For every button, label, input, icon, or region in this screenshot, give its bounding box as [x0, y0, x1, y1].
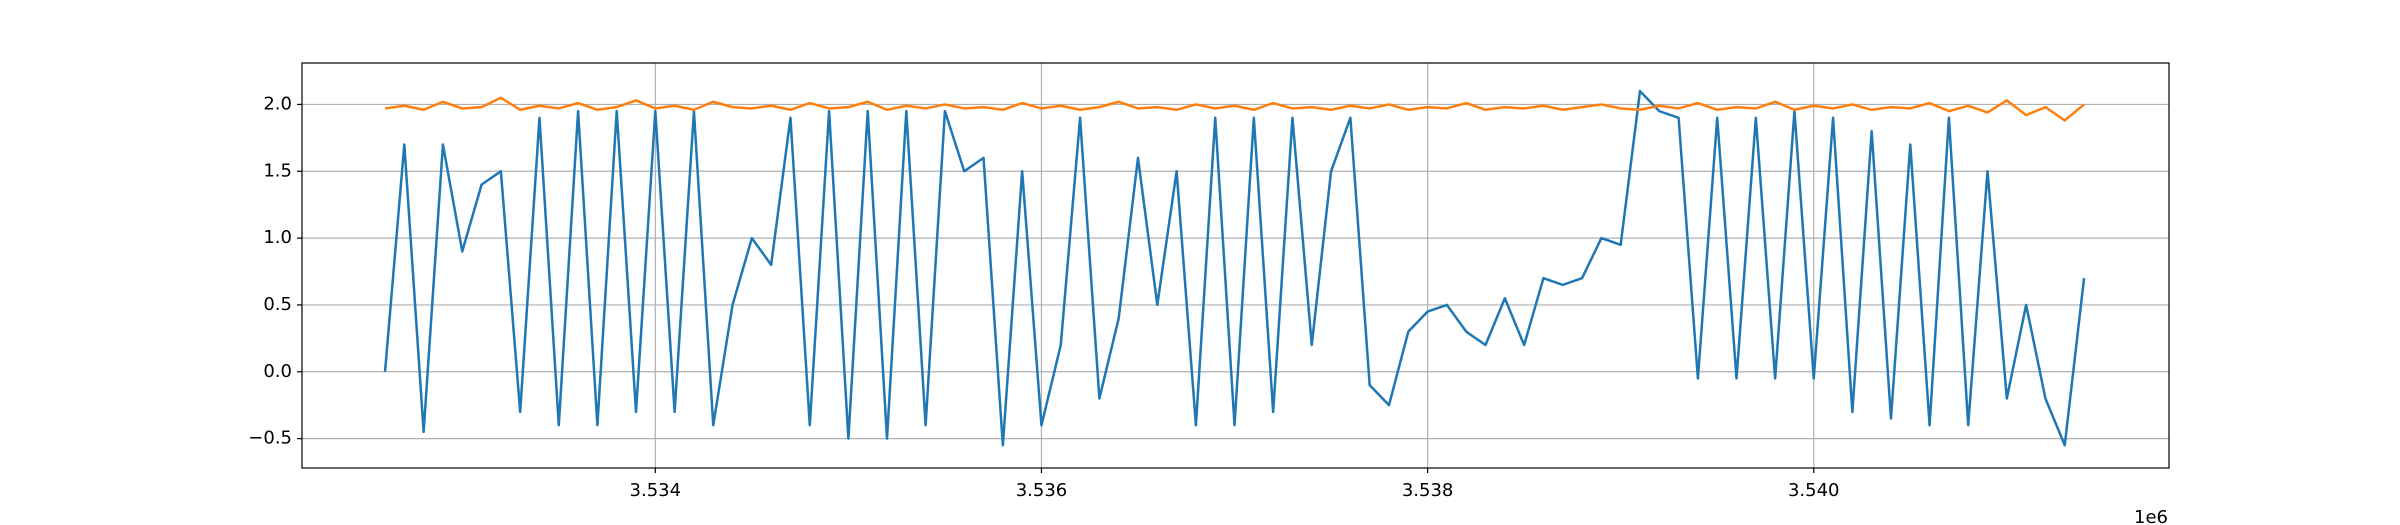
y-tick-label: −0.5	[248, 428, 292, 449]
y-tick-label: 1.5	[263, 160, 292, 181]
x-tick-label: 3.540	[1788, 480, 1840, 501]
y-tick-label: 2.0	[263, 93, 292, 114]
line-series	[383, 89, 2086, 447]
y-tick-label: 0.0	[263, 361, 292, 382]
x-tick-label: 3.536	[1016, 480, 1068, 501]
x-tick-label: 3.534	[630, 480, 682, 501]
y-tick-label: 1.0	[263, 227, 292, 248]
x-offset-label: 1e6	[2134, 507, 2168, 525]
plot-frame	[301, 62, 2170, 469]
line-series	[384, 96, 2085, 122]
x-tick-label: 3.538	[1402, 480, 1454, 501]
y-tick-label: 0.5	[263, 294, 292, 315]
